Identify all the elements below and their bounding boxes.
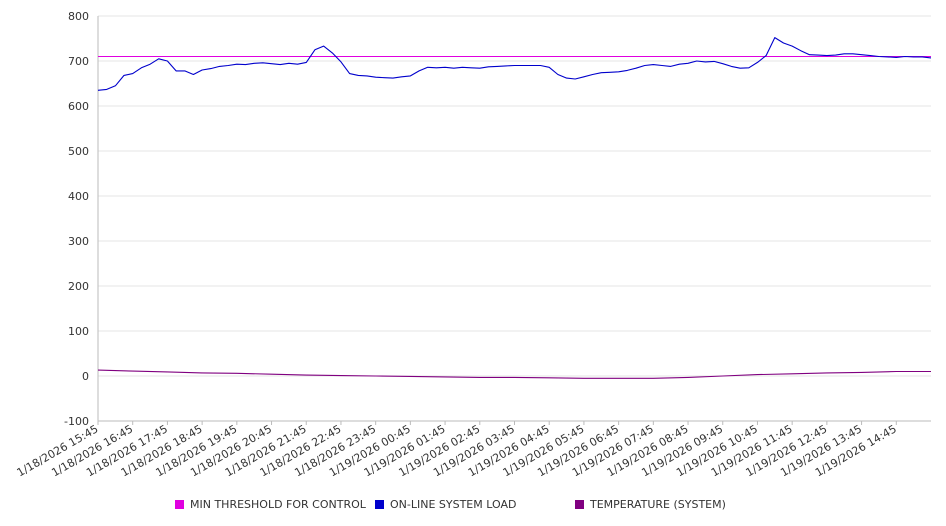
series-line-on-line-system-load	[97, 37, 932, 91]
legend-label: MIN THRESHOLD FOR CONTROL	[190, 498, 366, 511]
y-axis-tick-labels: -100 0 100 200 300 400 500 600 700 800	[64, 10, 89, 428]
y-tick-label: 500	[68, 145, 89, 158]
y-tick-label: 800	[68, 10, 89, 23]
y-tick-label: 600	[68, 100, 89, 113]
series-line-temperature-system	[97, 369, 931, 379]
legend-label: ON-LINE SYSTEM LOAD	[390, 498, 517, 511]
y-tick-label: 400	[68, 190, 89, 203]
legend-item: ON-LINE SYSTEM LOAD	[375, 498, 516, 511]
legend-swatch	[375, 500, 384, 509]
y-tick-label: 200	[68, 280, 89, 293]
y-tick-label: -100	[64, 415, 89, 428]
legend-swatch	[175, 500, 184, 509]
x-axis-tick-labels: 1/18/2026 15:451/18/2026 16:451/18/2026 …	[15, 421, 899, 479]
axes	[97, 16, 931, 422]
legend-item: MIN THRESHOLD FOR CONTROL	[175, 498, 366, 511]
y-tick-label: 300	[68, 235, 89, 248]
legend-swatch	[575, 500, 584, 509]
grid-lines	[98, 15, 931, 422]
chart-legend: MIN THRESHOLD FOR CONTROL ON-LINE SYSTEM …	[0, 498, 946, 514]
series-lines	[97, 37, 932, 379]
y-tick-label: 0	[82, 370, 89, 383]
y-tick-label: 100	[68, 325, 89, 338]
y-tick-label: 700	[68, 55, 89, 68]
legend-item: TEMPERATURE (SYSTEM)	[575, 498, 726, 511]
legend-label: TEMPERATURE (SYSTEM)	[590, 498, 726, 511]
